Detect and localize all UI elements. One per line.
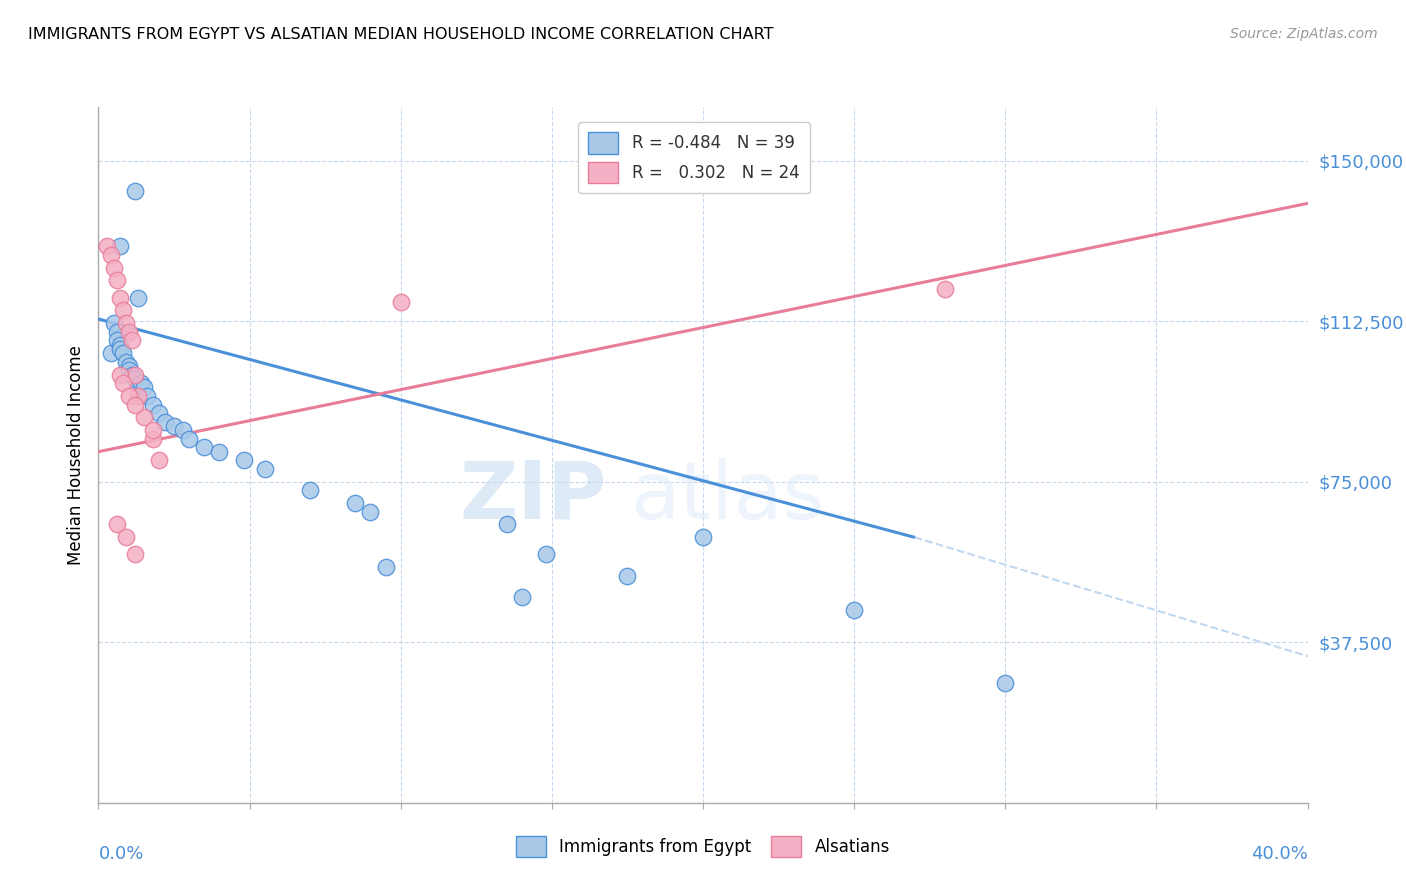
Point bbox=[105, 517, 128, 532]
Point bbox=[124, 184, 146, 198]
Point bbox=[127, 291, 149, 305]
Point bbox=[103, 260, 125, 275]
Point bbox=[118, 363, 141, 377]
Point bbox=[132, 410, 155, 425]
Point bbox=[142, 432, 165, 446]
Point bbox=[108, 342, 131, 356]
Point bbox=[142, 398, 165, 412]
Point bbox=[172, 423, 194, 437]
Point bbox=[108, 291, 131, 305]
Point bbox=[114, 355, 136, 369]
Point bbox=[100, 248, 122, 262]
Point bbox=[111, 303, 134, 318]
Legend: Immigrants from Egypt, Alsatians: Immigrants from Egypt, Alsatians bbox=[509, 830, 897, 864]
Point bbox=[132, 380, 155, 394]
Point bbox=[96, 239, 118, 253]
Text: IMMIGRANTS FROM EGYPT VS ALSATIAN MEDIAN HOUSEHOLD INCOME CORRELATION CHART: IMMIGRANTS FROM EGYPT VS ALSATIAN MEDIAN… bbox=[28, 27, 773, 42]
Point bbox=[844, 603, 866, 617]
Point bbox=[124, 372, 146, 386]
Point bbox=[148, 406, 170, 420]
Point bbox=[124, 368, 146, 382]
Point bbox=[108, 239, 131, 253]
Point bbox=[495, 517, 517, 532]
Point bbox=[105, 334, 128, 348]
Point bbox=[148, 453, 170, 467]
Point bbox=[934, 282, 956, 296]
Text: 0.0%: 0.0% bbox=[98, 845, 143, 863]
Point bbox=[374, 560, 396, 574]
Text: Source: ZipAtlas.com: Source: ZipAtlas.com bbox=[1230, 27, 1378, 41]
Point bbox=[142, 423, 165, 437]
Point bbox=[108, 368, 131, 382]
Point bbox=[344, 496, 367, 510]
Point bbox=[124, 548, 146, 562]
Point bbox=[177, 432, 201, 446]
Point bbox=[111, 376, 134, 391]
Point bbox=[111, 346, 134, 360]
Point bbox=[208, 444, 231, 458]
Point bbox=[193, 441, 215, 455]
Point bbox=[163, 419, 186, 434]
Point bbox=[100, 346, 122, 360]
Point bbox=[389, 294, 412, 309]
Point bbox=[121, 334, 143, 348]
Y-axis label: Median Household Income: Median Household Income bbox=[66, 345, 84, 565]
Text: atlas: atlas bbox=[630, 458, 825, 536]
Point bbox=[510, 591, 533, 605]
Point bbox=[692, 530, 714, 544]
Point bbox=[124, 398, 146, 412]
Point bbox=[103, 316, 125, 330]
Point bbox=[127, 389, 149, 403]
Point bbox=[108, 337, 131, 351]
Point bbox=[118, 325, 141, 339]
Point bbox=[129, 376, 152, 391]
Point bbox=[253, 462, 276, 476]
Point bbox=[232, 453, 254, 467]
Point bbox=[114, 316, 136, 330]
Point bbox=[118, 359, 141, 373]
Point bbox=[534, 548, 557, 562]
Text: 40.0%: 40.0% bbox=[1251, 845, 1308, 863]
Point bbox=[994, 676, 1017, 690]
Point bbox=[105, 325, 128, 339]
Point bbox=[135, 389, 157, 403]
Text: ZIP: ZIP bbox=[458, 458, 606, 536]
Point bbox=[299, 483, 322, 498]
Point bbox=[153, 415, 176, 429]
Point bbox=[121, 368, 143, 382]
Point bbox=[118, 389, 141, 403]
Point bbox=[616, 569, 638, 583]
Point bbox=[114, 530, 136, 544]
Point bbox=[105, 273, 128, 287]
Point bbox=[360, 505, 382, 519]
